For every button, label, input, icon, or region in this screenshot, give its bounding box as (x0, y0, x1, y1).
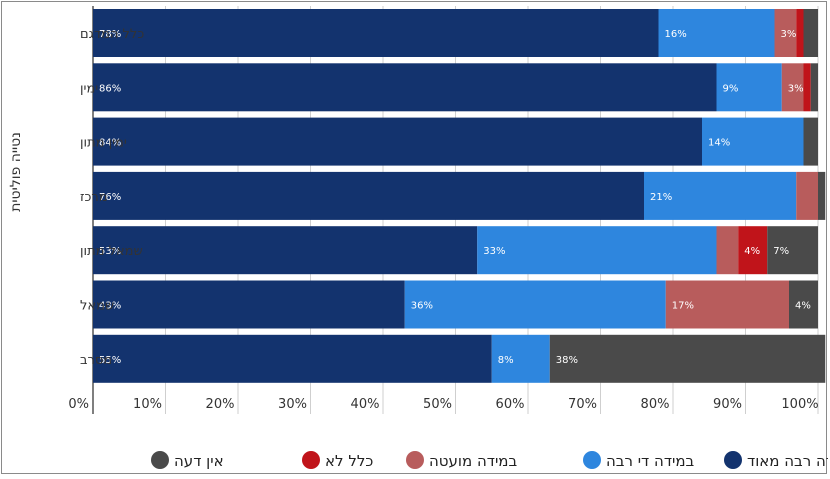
category-labels: כלל המדגם ימין ימין מתון מרכז שמאל מתון שמאל מ… (80, 27, 144, 368)
data-label: 9% (723, 83, 739, 94)
data-label: 86% (99, 83, 121, 94)
bar-segment (803, 117, 818, 166)
legend-label: במידה די רבה (606, 452, 695, 470)
bar-segment (796, 9, 804, 57)
data-label: 84% (99, 138, 121, 149)
bar-segment (644, 171, 797, 220)
data-label: 4% (795, 301, 811, 312)
bar-segment (93, 280, 405, 329)
bar-segment (789, 280, 818, 329)
bar-segment (549, 334, 826, 383)
legend-swatch (583, 451, 601, 469)
bar-segment (803, 9, 818, 57)
bars: 78% 16% 3% 86% 9% 3% 84% 14% 76% 21% 53% 33% 4% 7% 43%… (93, 9, 826, 383)
data-label: 76% (99, 192, 121, 203)
legend-item: במידה מועטה (406, 451, 517, 470)
y-axis-title: נטייה פוליטית (8, 132, 24, 212)
bar-segment (665, 280, 789, 329)
bar-segment (716, 63, 782, 112)
x-tick-label: 40% (351, 397, 380, 412)
bar-segment (774, 9, 797, 57)
data-label: 36% (411, 301, 433, 312)
bar-segment (93, 171, 644, 220)
data-label: 33% (483, 246, 505, 257)
x-tick-label: 50% (423, 397, 452, 412)
legend-label: אין דעה (174, 452, 224, 470)
category-label: שמאל (80, 299, 114, 314)
legend-item: אין דעה (151, 451, 224, 470)
x-tick-label: 100% (781, 397, 818, 412)
bar-segment (93, 334, 492, 383)
bar-segment (491, 334, 550, 383)
category-label: ימין (80, 81, 98, 96)
legend-swatch (151, 451, 169, 469)
data-label: 38% (556, 355, 578, 366)
data-label: 8% (498, 355, 514, 366)
bar-segment (93, 9, 659, 57)
x-tick-label: 90% (713, 397, 742, 412)
bar-segment (716, 226, 739, 275)
legend-item: במידה די רבה (583, 451, 695, 470)
legend-item: במידה רבה מאוד (724, 451, 830, 470)
legend-swatch (724, 451, 742, 469)
data-label: 43% (99, 301, 121, 312)
data-label: 7% (773, 246, 789, 257)
x-tick-label: 70% (568, 397, 597, 412)
category-label: כלל המדגם (80, 27, 144, 42)
legend-swatch (406, 451, 424, 469)
data-label: 55% (99, 355, 121, 366)
bar-segment (702, 117, 804, 166)
data-label: 16% (665, 29, 687, 40)
bar-segment (803, 63, 811, 112)
data-label: 4% (744, 246, 760, 257)
legend-item: כלל לא (302, 451, 373, 470)
data-label: 78% (99, 29, 121, 40)
x-tick-labels: 0% 10% 20% 30% 40% 50% 60% 70% 80% 90% 100% (68, 397, 818, 412)
bar-segment (818, 171, 826, 220)
bar-segment (738, 226, 768, 275)
category-label: שמאל מתון (80, 244, 143, 259)
x-tick-label: 20% (206, 397, 235, 412)
legend-label: במידה רבה מאוד (747, 452, 828, 470)
x-tick-label: 10% (133, 397, 162, 412)
bar-segment (93, 63, 717, 112)
x-tick-label: 30% (278, 397, 307, 412)
category-label: ימין מתון (80, 136, 127, 151)
bar-segment (781, 63, 804, 112)
legend-label: במידה מועטה (429, 452, 517, 470)
bar-segment (404, 280, 666, 329)
bar-segment (477, 226, 717, 275)
data-label: 17% (672, 301, 694, 312)
bar-segment (93, 117, 702, 166)
x-tick-label: 80% (641, 397, 670, 412)
data-label: 3% (781, 29, 797, 40)
bar-segment (810, 63, 818, 112)
bar-segment (767, 226, 818, 275)
data-label: 21% (650, 192, 672, 203)
x-tick-label: 0% (68, 397, 89, 412)
legend-swatch (302, 451, 320, 469)
category-label: מסרב (80, 353, 112, 368)
x-tick-label: 60% (496, 397, 525, 412)
legend: במידה רבה מאוד במידה די רבה במידה מועטה כלל… (151, 451, 830, 470)
data-label: 14% (708, 138, 730, 149)
bar-segment (93, 226, 478, 275)
legend-label: כלל לא (325, 452, 373, 470)
bar-segment (796, 171, 818, 220)
category-label: מרכז (80, 190, 108, 205)
bar-segment (658, 9, 775, 57)
data-label: 3% (788, 83, 804, 94)
data-label: 53% (99, 246, 121, 257)
